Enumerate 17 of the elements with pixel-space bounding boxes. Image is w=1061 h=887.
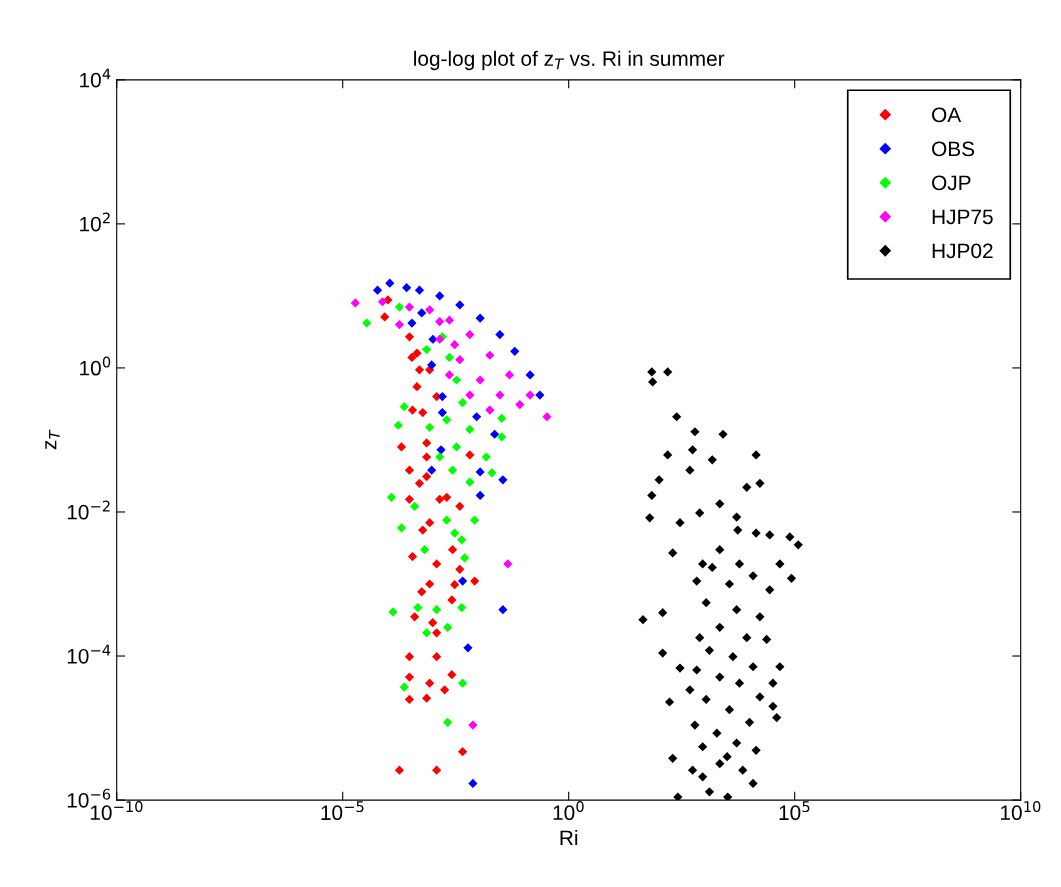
legend-label: OBS (932, 141, 975, 157)
x-tick-label: 10$^{10}$ (1001, 801, 1041, 821)
y-tick-label: 10$^{−4}$ (67, 644, 111, 664)
x-tick-label: 10$^{5}$ (779, 801, 810, 821)
legend-label: HJP75 (932, 209, 993, 225)
legend-label: HJP02 (932, 243, 993, 259)
legend-label: OA (932, 107, 962, 123)
x-axis-title: Ri (560, 829, 578, 846)
chart-title: log-log plot of z$_{T}$ vs. Ri in summer (414, 50, 725, 71)
y-tick-label: 10$^{2}$ (80, 212, 110, 232)
y-tick-label: 10$^{−2}$ (67, 500, 110, 520)
x-tick-label: 10$^{−5}$ (321, 801, 364, 821)
y-tick-label: 10$^{0}$ (80, 356, 111, 376)
y-tick-label: 10$^{4}$ (80, 68, 111, 88)
x-tick-label: 10$^{0}$ (553, 801, 584, 821)
legend-label: OJP (932, 175, 971, 191)
y-axis-title: z$_{T}$ (45, 429, 60, 450)
